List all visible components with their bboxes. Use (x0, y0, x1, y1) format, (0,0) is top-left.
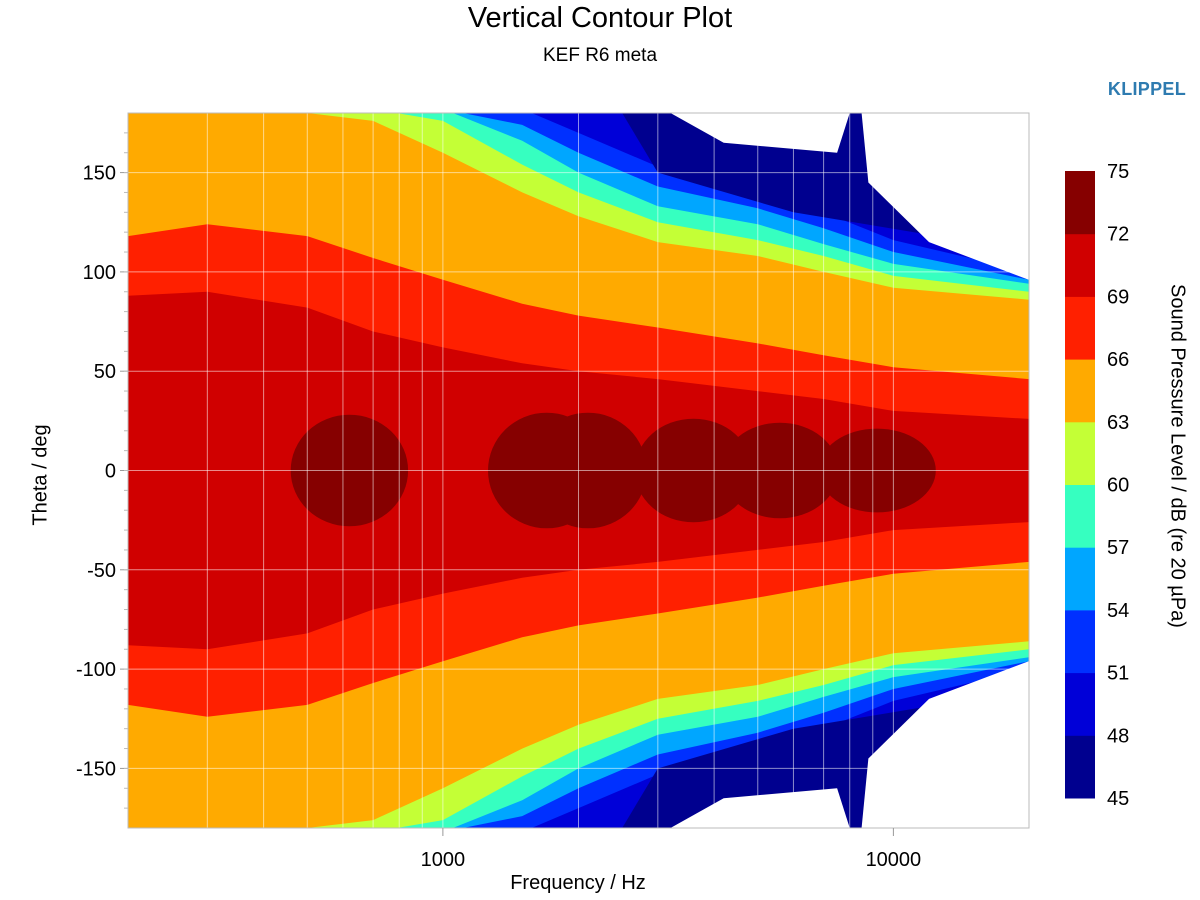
colorbar-segment-69 (1065, 233, 1095, 297)
colorbar-tick-label: 69 (1107, 286, 1129, 308)
colorbar-tick-label: 66 (1107, 349, 1129, 371)
y-tick-label: 100 (83, 262, 116, 284)
x-axis-label: Frequency / Hz (510, 872, 646, 894)
y-tick-label: 150 (83, 163, 116, 185)
grid-lines (128, 113, 1029, 828)
x-tick-label: 1000 (421, 849, 466, 871)
x-tick-label: 10000 (866, 849, 922, 871)
colorbar-segment-48 (1065, 672, 1095, 736)
colorbar-tick-label: 54 (1107, 600, 1129, 622)
below-range-top-1 (670, 113, 850, 153)
colorbar-segment-57 (1065, 484, 1095, 548)
colorbar-tick-label: 63 (1107, 412, 1129, 434)
y-tick-label: 50 (94, 361, 116, 383)
below-range-bottom-1 (670, 788, 850, 828)
chart-title: Vertical Contour Plot (467, 2, 733, 34)
colorbar-segment-63 (1065, 359, 1095, 423)
below-range-top-2 (861, 113, 1029, 280)
y-tick-label: 0 (105, 461, 116, 483)
below-range-bottom-2 (861, 661, 1029, 828)
colorbar-tick-label: 60 (1107, 475, 1129, 497)
chart-subtitle: KEF R6 meta (542, 45, 658, 66)
colorbar-segment-72 (1065, 171, 1095, 235)
colorbar-tick-label: 51 (1107, 663, 1129, 685)
colorbar-tick-label: 72 (1107, 224, 1129, 246)
colorbar-segment-60 (1065, 421, 1095, 485)
y-tick-label: -50 (87, 560, 116, 582)
colorbar-segment-66 (1065, 296, 1095, 360)
y-tick-label: -150 (76, 758, 116, 780)
colorbar-tick-label: 75 (1107, 161, 1129, 183)
y-tick-label: -100 (76, 659, 116, 681)
colorbar-tick-label: 57 (1107, 537, 1129, 559)
brand-logo: KLIPPEL (1107, 79, 1186, 99)
colorbar-segment-45 (1065, 735, 1095, 799)
colorbar-tick-label: 48 (1107, 725, 1129, 747)
colorbar-tick-label: 45 (1107, 788, 1129, 810)
colorbar-segment-54 (1065, 547, 1095, 611)
colorbar-segment-51 (1065, 609, 1095, 674)
